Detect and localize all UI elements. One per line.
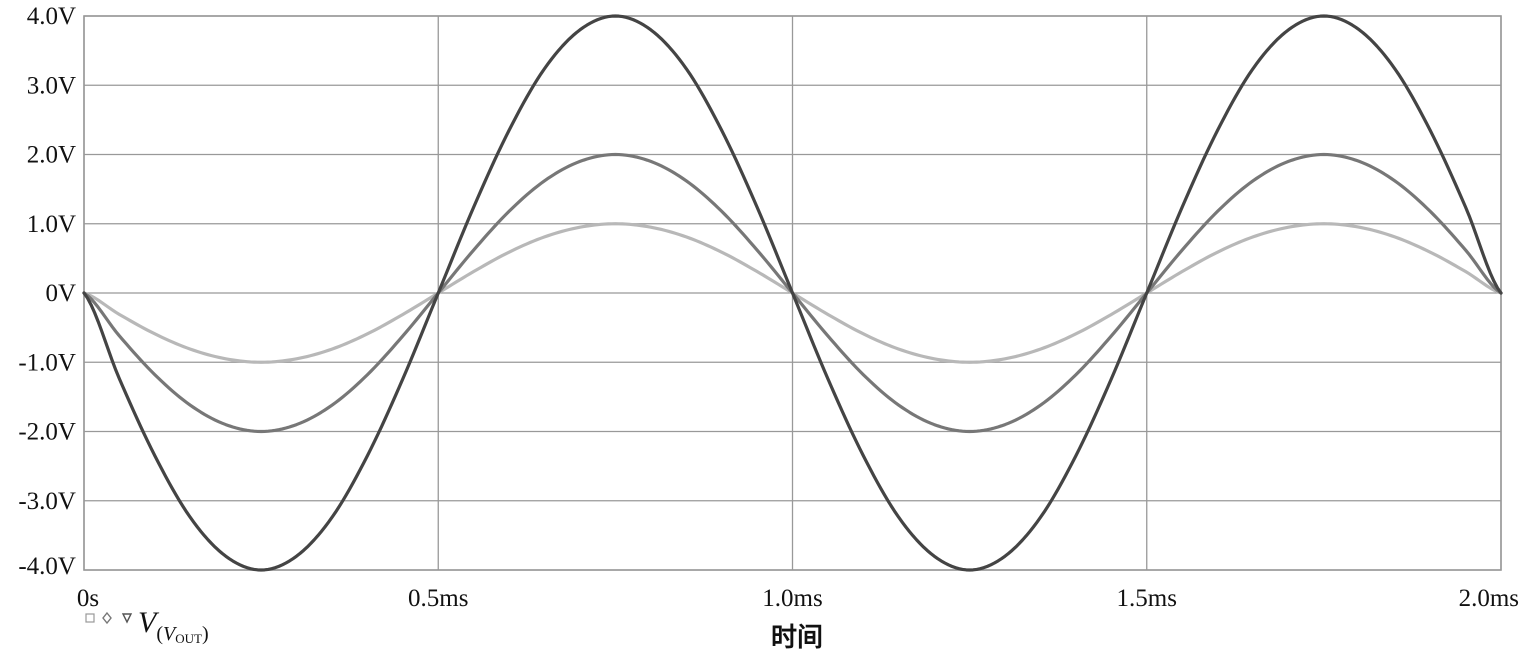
y-tick-label: -3.0V bbox=[18, 488, 76, 515]
y-tick-label: -1.0V bbox=[18, 349, 76, 376]
legend-paren-close: ) bbox=[202, 623, 209, 645]
y-tick-label: 1.0V bbox=[27, 211, 76, 238]
x-tick-label: 1.5ms bbox=[1117, 585, 1177, 612]
series-layer bbox=[82, 14, 1503, 572]
y-tick-label: -2.0V bbox=[18, 419, 76, 446]
legend-paren-open: ( bbox=[156, 623, 163, 645]
series-line-2 bbox=[82, 14, 1503, 572]
x-tick-label: 0s bbox=[77, 585, 99, 612]
x-tick-label: 1.0ms bbox=[762, 585, 822, 612]
legend-triangle-marker bbox=[121, 613, 133, 624]
legend-square-marker bbox=[85, 613, 95, 623]
legend-sub-var: V bbox=[163, 623, 178, 645]
x-axis-label: 时间 bbox=[771, 623, 823, 653]
x-tick-label: 2.0ms bbox=[1459, 585, 1519, 612]
y-tick-label: 3.0V bbox=[27, 72, 76, 99]
y-tick-label: 2.0V bbox=[27, 142, 76, 169]
x-tick-label: 0.5ms bbox=[408, 585, 468, 612]
legend-diamond-marker bbox=[102, 611, 112, 625]
legend-var: V bbox=[138, 606, 160, 639]
legend-series-label: V(VOUT) bbox=[138, 606, 209, 646]
legend: V(VOUT) bbox=[85, 606, 209, 646]
x-axis-ticks: 0s 0.5ms 1.0ms 1.5ms 2.0ms bbox=[77, 585, 1519, 612]
y-tick-label: 4.0V bbox=[27, 3, 76, 30]
y-tick-label: -4.0V bbox=[18, 553, 76, 580]
y-axis-ticks: 4.0V 3.0V 2.0V 1.0V 0V -1.0V -2.0V -3.0V -4.0V bbox=[18, 3, 76, 580]
legend-sub-sub: OUT bbox=[175, 631, 202, 646]
y-tick-label: 0V bbox=[45, 280, 76, 307]
